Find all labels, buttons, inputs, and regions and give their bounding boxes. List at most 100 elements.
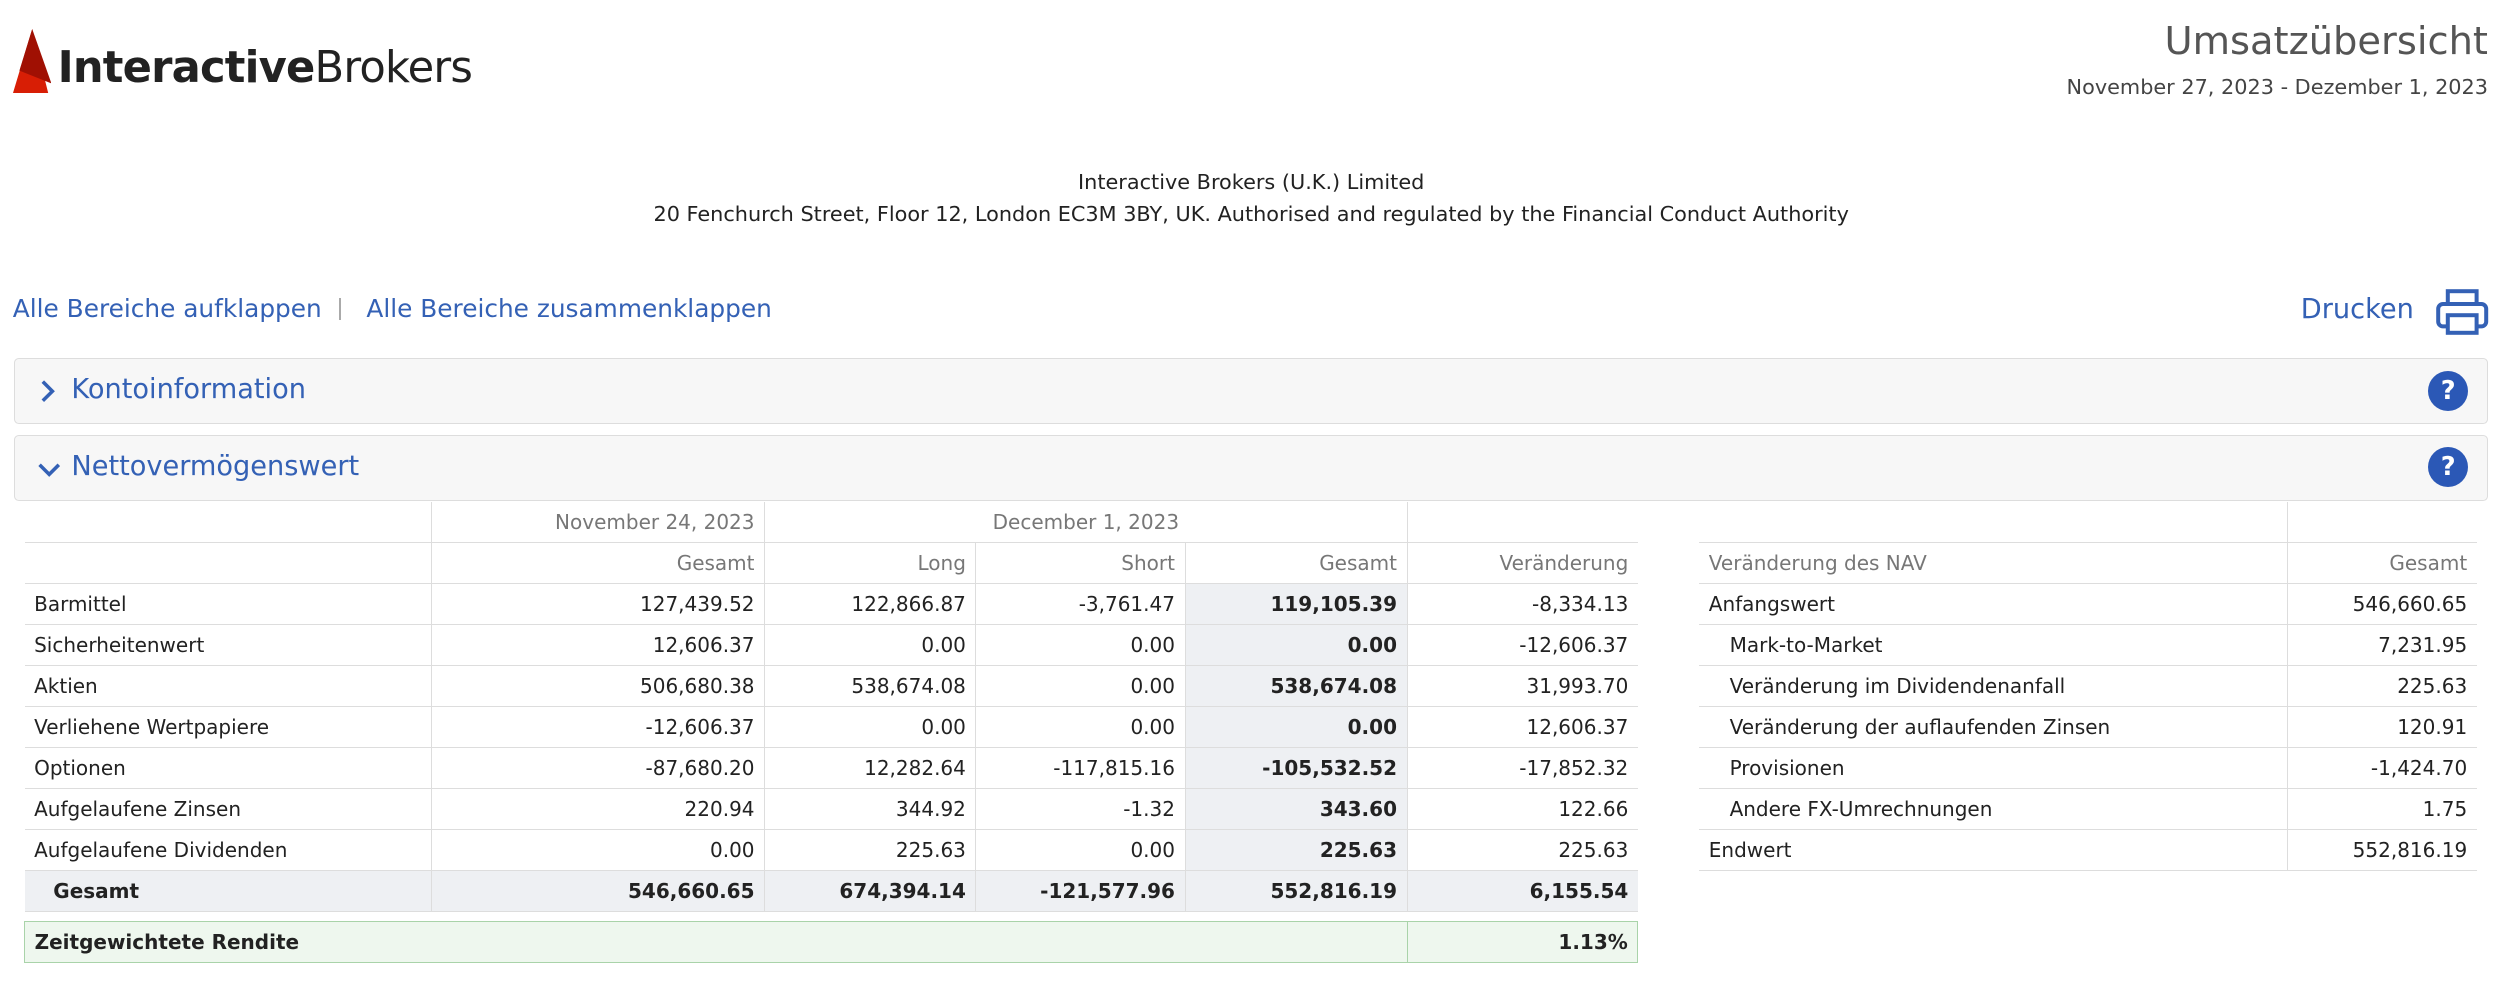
value-cell: 7,231.95 [2286,624,2477,667]
row-label: Aktien [24,665,432,708]
blank-row [1699,502,2477,544]
column-header: Short [975,542,1186,585]
total-row: Gesamt 546,660.65 674,394.14 -121,577.96 552… [24,870,1638,913]
group-header: December 1, 2023 [764,502,1408,544]
cell [24,542,432,585]
value-cell: 31,993.70 [1406,665,1638,708]
row-label: Provisionen [1699,747,2288,790]
value-cell: -12,606.37 [1406,624,1638,667]
row-label: Anfangswert [1699,583,2288,626]
chevron [38,463,60,478]
row-label: Sicherheitenwert [24,624,432,667]
expand-link[interactable]: Alle Bereiche aufklappen [12,294,322,324]
value-cell: 225.63 [764,829,976,872]
return-row: Zeitgewichtete Rendite 1.13% [23,920,1639,963]
section-title: Kontoinformation [71,373,306,405]
value-cell: 0.00 [1184,706,1408,749]
value-cell: 127,439.52 [431,583,765,626]
value-cell: -3,761.47 [975,583,1186,626]
value-cell: -1.32 [975,788,1186,831]
value-cell: -87,680.20 [431,747,765,790]
spacer [25,912,1638,922]
return-label: Zeitgewichtete Rendite [23,920,1408,963]
row-label: Andere FX-Umrechnungen [1699,788,2288,831]
column-header: Veränderung des NAV [1699,542,2288,585]
column-header-row: Veränderung des NAV Gesamt [1699,542,2477,585]
column-header: Veränderung [1406,542,1638,585]
row-label: Aufgelaufene Dividenden [24,829,432,872]
cell [1699,502,2288,544]
data-row: Aufgelaufene Zinsen 220.94 344.92 -1.32 343.… [24,788,1638,831]
value-cell: 506,680.38 [431,665,765,708]
cell [1406,502,1638,544]
section-header[interactable]: Kontoinformation ? [14,358,2489,425]
data-row: Barmittel 127,439.52 122,866.87 -3,761.47 11… [24,583,1638,626]
value-cell: -121,577.96 [975,870,1186,913]
data-row: Optionen -87,680.20 12,282.64 -117,815.16 -1… [24,747,1638,790]
value-cell: 12,282.64 [764,747,976,790]
value-cell: 546,660.65 [2286,583,2477,626]
print-icon[interactable] [2435,288,2489,336]
section-header[interactable]: Nettovermögenswert ? [14,435,2489,502]
company-name: Interactive Brokers (U.K.) Limited [1078,170,1425,195]
value-cell: 119,105.39 [1184,583,1408,626]
value-cell: -1,424.70 [2286,747,2477,790]
collapse-link[interactable]: Alle Bereiche zusammenklappen [366,294,772,324]
company: Interactive Brokers (U.K.) Limited 20 Fe… [0,166,2502,230]
help-icon[interactable]: ? [2428,370,2469,411]
return-value: 1.13% [1406,920,1639,963]
column-header: Gesamt [1184,542,1408,585]
help-icon[interactable]: ? [2428,447,2469,488]
value-cell: 1.75 [2286,788,2477,831]
cell [2286,502,2477,544]
value-cell: 0.00 [975,665,1186,708]
row-label: Veränderung im Dividendenanfall [1699,665,2288,708]
value-cell: 538,674.08 [1184,665,1408,708]
value-cell: 120.91 [2286,706,2477,749]
row-label: Optionen [24,747,432,790]
value-cell: 225.63 [1406,829,1638,872]
row-label: Aufgelaufene Zinsen [24,788,432,831]
logo: InteractiveBrokers [57,43,473,94]
value-cell: 225.63 [1184,829,1408,872]
data-row: Aktien 506,680.38 538,674.08 0.00 538,674.08… [24,665,1638,708]
value-cell: 225.63 [2286,665,2477,708]
period: November 27, 2023 - Dezember 1, 2023 [2066,75,2488,100]
value-cell: -17,852.32 [1406,747,1638,790]
data-row: Andere FX-Umrechnungen 1.75 [1699,788,2477,831]
print-link[interactable]: Drucken [2300,294,2414,326]
row-label: Gesamt [24,870,432,913]
company-address: 20 Fenchurch Street, Floor 12, London EC… [653,202,1849,227]
change-table: Veränderung des NAV Gesamt Anfangswert 546,… [1699,502,2477,872]
row-label: Barmittel [24,583,432,626]
value-cell: 0.00 [975,829,1186,872]
value-cell: -105,532.52 [1184,747,1408,790]
group-header-row: November 24, 2023 December 1, 2023 [24,502,1638,544]
value-cell: 0.00 [1184,624,1408,667]
row-label: Verliehene Wertpapiere [24,706,432,749]
row-label: Veränderung der auflaufenden Zinsen [1699,706,2288,749]
value-cell: 0.00 [975,624,1186,667]
value-cell: 0.00 [975,706,1186,749]
value-cell: 0.00 [764,624,976,667]
column-header: Long [764,542,976,585]
logo-bold: Interactive [57,43,316,94]
value-cell: 122.66 [1406,788,1638,831]
value-cell: 344.92 [764,788,976,831]
data-row: Anfangswert 546,660.65 [1699,583,2477,626]
separator [339,297,341,320]
value-cell: 12,606.37 [431,624,765,667]
value-cell: 552,816.19 [2286,829,2477,872]
column-header: Gesamt [2286,542,2477,585]
row-label: Mark-to-Market [1699,624,2288,667]
value-cell: -12,606.37 [431,706,765,749]
value-cell: 343.60 [1184,788,1408,831]
value-cell: 6,155.54 [1406,870,1638,913]
data-row: Sicherheitenwert 12,606.37 0.00 0.00 0.00 -12… [24,624,1638,667]
cell [24,502,432,544]
value-cell: -8,334.13 [1406,583,1638,626]
value-cell: 122,866.87 [764,583,976,626]
row-label: Endwert [1699,829,2288,872]
data-row: Endwert 552,816.19 [1699,829,2477,872]
